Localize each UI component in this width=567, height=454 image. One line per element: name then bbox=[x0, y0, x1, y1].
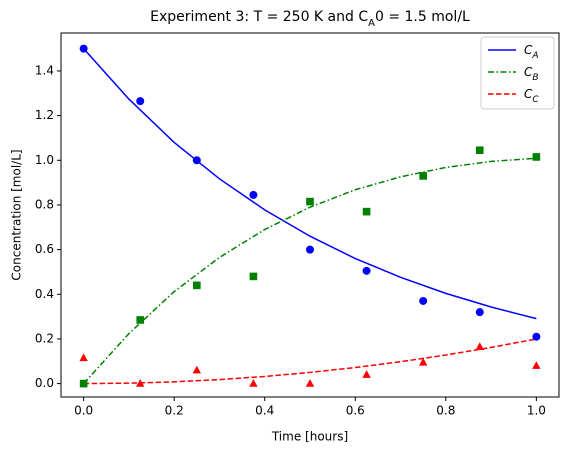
legend-box bbox=[480, 36, 555, 110]
point bbox=[79, 379, 88, 388]
x-tick-label: 0.6 bbox=[346, 404, 365, 418]
x-tick-label: 0.0 bbox=[74, 404, 93, 418]
point bbox=[79, 44, 88, 53]
x-tick-label: 1.0 bbox=[527, 404, 546, 418]
y-tick-label: 1.4 bbox=[35, 63, 54, 77]
x-axis-label: Time [hours] bbox=[271, 430, 348, 444]
chart-title: Experiment 3: T = 250 K and CA0 = 1.5 mo… bbox=[150, 9, 470, 29]
point bbox=[249, 190, 258, 199]
x-tick-label: 0.4 bbox=[255, 404, 274, 418]
point bbox=[362, 207, 371, 216]
point bbox=[305, 379, 315, 387]
point bbox=[475, 308, 484, 317]
point bbox=[418, 357, 428, 366]
point bbox=[136, 379, 145, 387]
y-tick-label: 0.6 bbox=[35, 242, 54, 256]
plot-frame bbox=[60, 32, 560, 398]
legend-label-sub: C bbox=[532, 95, 539, 105]
legend-label-main: C bbox=[524, 87, 533, 101]
point bbox=[306, 197, 314, 206]
y-tick-label: 1.2 bbox=[35, 108, 54, 122]
point bbox=[419, 296, 428, 305]
legend-label: CB bbox=[524, 65, 539, 83]
point bbox=[193, 281, 201, 290]
point bbox=[306, 245, 314, 254]
y-tick-label: 0.0 bbox=[35, 376, 54, 390]
line bbox=[83, 48, 537, 320]
point bbox=[532, 153, 541, 161]
x-tick-label: 0.2 bbox=[165, 404, 184, 418]
point bbox=[362, 266, 371, 275]
point bbox=[532, 332, 541, 341]
point bbox=[475, 342, 484, 350]
legend-label-sub: B bbox=[532, 73, 538, 83]
point bbox=[419, 172, 427, 180]
legend-label: CC bbox=[524, 87, 539, 105]
point bbox=[532, 361, 541, 369]
y-tick-label: 0.4 bbox=[35, 287, 54, 301]
line bbox=[83, 338, 537, 385]
y-tick-label: 0.2 bbox=[35, 331, 54, 345]
point bbox=[249, 379, 258, 387]
y-tick-label: 0.8 bbox=[35, 197, 54, 211]
point bbox=[136, 316, 145, 324]
point bbox=[475, 146, 484, 155]
legend-label: CA bbox=[524, 43, 539, 61]
legend-label-main: C bbox=[524, 43, 533, 57]
x-tick-label: 0.8 bbox=[436, 404, 455, 418]
point bbox=[362, 370, 371, 378]
point bbox=[192, 365, 202, 374]
point bbox=[136, 97, 145, 106]
legend-label-sub: A bbox=[531, 51, 538, 61]
point bbox=[79, 353, 88, 362]
legend-label-main: C bbox=[524, 65, 533, 79]
point bbox=[192, 156, 201, 165]
y-tick-label: 1.0 bbox=[35, 153, 54, 167]
y-axis-label: Concentration [mol/L] bbox=[10, 149, 24, 280]
line bbox=[83, 157, 537, 385]
point bbox=[249, 272, 258, 281]
